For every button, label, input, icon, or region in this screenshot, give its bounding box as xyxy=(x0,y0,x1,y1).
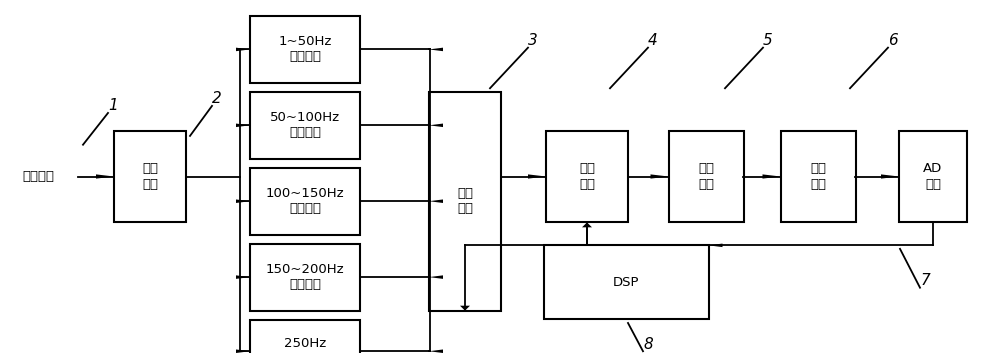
Bar xyxy=(114,131,186,222)
Bar xyxy=(250,168,360,235)
Polygon shape xyxy=(429,199,443,203)
Bar xyxy=(429,92,501,311)
Text: 50~100Hz
滤波通道: 50~100Hz 滤波通道 xyxy=(270,111,340,139)
Text: 3: 3 xyxy=(528,33,538,48)
Text: 100~150Hz
滤波通道: 100~150Hz 滤波通道 xyxy=(266,187,344,215)
Text: 8: 8 xyxy=(643,337,653,352)
Bar xyxy=(899,131,967,222)
Bar xyxy=(544,245,708,319)
Bar xyxy=(780,131,856,222)
Text: 接收信号: 接收信号 xyxy=(22,170,54,183)
Polygon shape xyxy=(460,306,470,311)
Polygon shape xyxy=(650,174,668,179)
Text: DSP: DSP xyxy=(613,276,639,289)
Polygon shape xyxy=(236,349,250,353)
Text: 7: 7 xyxy=(920,273,930,288)
Bar xyxy=(250,244,360,311)
Polygon shape xyxy=(236,199,250,203)
Bar xyxy=(546,131,628,222)
Text: 5: 5 xyxy=(763,33,773,48)
Bar xyxy=(250,92,360,159)
Bar xyxy=(250,16,360,83)
Text: 6: 6 xyxy=(888,33,898,48)
Polygon shape xyxy=(582,222,592,227)
Text: 1~50Hz
滤波通道: 1~50Hz 滤波通道 xyxy=(278,35,332,64)
Text: AD
采集: AD 采集 xyxy=(923,162,943,191)
Polygon shape xyxy=(528,174,546,179)
Text: 高通
滤波: 高通 滤波 xyxy=(698,162,714,191)
Polygon shape xyxy=(429,349,443,353)
Text: 程控
放大: 程控 放大 xyxy=(579,162,595,191)
Polygon shape xyxy=(96,174,114,179)
Text: 低通
滤波: 低通 滤波 xyxy=(810,162,826,191)
Text: 150~200Hz
滤波通道: 150~200Hz 滤波通道 xyxy=(266,263,344,291)
Polygon shape xyxy=(763,174,780,179)
Bar xyxy=(250,321,360,353)
Text: 4: 4 xyxy=(648,33,658,48)
Bar xyxy=(668,131,744,222)
Polygon shape xyxy=(429,48,443,51)
Polygon shape xyxy=(236,124,250,127)
Polygon shape xyxy=(429,124,443,127)
Text: 前放
电路: 前放 电路 xyxy=(142,162,158,191)
Polygon shape xyxy=(881,174,899,179)
Text: 250Hz
滤波通道: 250Hz 滤波通道 xyxy=(284,337,326,353)
Polygon shape xyxy=(236,275,250,279)
Polygon shape xyxy=(708,244,722,247)
Text: 2: 2 xyxy=(212,91,222,106)
Text: 模拟
开关: 模拟 开关 xyxy=(457,187,473,215)
Text: 1: 1 xyxy=(108,98,118,113)
Polygon shape xyxy=(429,275,443,279)
Polygon shape xyxy=(236,48,250,51)
